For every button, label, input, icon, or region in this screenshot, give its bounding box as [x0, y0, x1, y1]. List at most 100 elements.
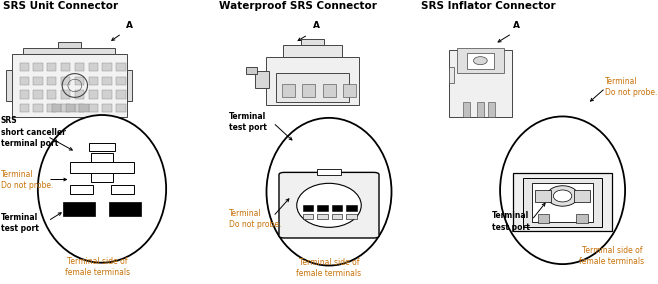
Bar — [111, 185, 134, 194]
Text: A: A — [126, 21, 134, 30]
Bar — [89, 143, 115, 151]
Bar — [346, 214, 357, 219]
Bar — [103, 77, 112, 85]
Bar — [47, 91, 57, 99]
Text: Terminal
Do not probe.: Terminal Do not probe. — [605, 77, 658, 97]
Bar — [346, 205, 357, 211]
Bar — [23, 48, 115, 54]
Text: Waterproof SRS Connector: Waterproof SRS Connector — [219, 1, 377, 11]
Bar — [75, 104, 84, 112]
Bar — [20, 77, 29, 85]
Bar — [126, 70, 132, 101]
Text: Terminal
Do not probe.: Terminal Do not probe. — [229, 209, 282, 229]
Bar — [116, 63, 126, 71]
Bar — [12, 54, 126, 117]
Text: Terminal
Do not probe.: Terminal Do not probe. — [1, 170, 53, 190]
Bar — [109, 202, 141, 216]
Bar — [303, 205, 313, 211]
Bar — [34, 63, 43, 71]
Bar — [574, 190, 590, 202]
Bar — [476, 102, 484, 117]
Bar — [283, 45, 342, 57]
Bar — [61, 77, 70, 85]
Text: SRS
short canceller
terminal port: SRS short canceller terminal port — [1, 116, 66, 148]
Text: A: A — [513, 21, 520, 30]
Bar — [332, 214, 342, 219]
Bar — [276, 73, 349, 102]
Bar — [317, 205, 328, 211]
Text: Terminal side of
female terminals: Terminal side of female terminals — [65, 257, 130, 277]
Bar — [20, 63, 29, 71]
Bar — [116, 77, 126, 85]
Bar — [89, 91, 98, 99]
Bar — [332, 205, 342, 211]
FancyBboxPatch shape — [279, 172, 379, 238]
Text: SRS Unit Connector: SRS Unit Connector — [3, 1, 118, 11]
Text: Terminal
test port: Terminal test port — [1, 213, 39, 233]
Bar — [89, 77, 98, 85]
Bar — [20, 91, 29, 99]
Bar — [75, 91, 84, 99]
Text: SRS Inflator Connector: SRS Inflator Connector — [421, 1, 556, 11]
Bar — [467, 53, 494, 69]
Bar — [317, 169, 341, 175]
Bar — [457, 48, 504, 73]
Bar — [34, 104, 43, 112]
Bar — [70, 162, 134, 173]
Bar — [449, 67, 454, 83]
Ellipse shape — [547, 186, 578, 206]
Ellipse shape — [553, 190, 572, 202]
Bar — [538, 214, 549, 223]
Bar — [20, 104, 29, 112]
Bar — [488, 102, 495, 117]
Bar — [34, 77, 43, 85]
Bar — [66, 104, 75, 112]
Bar — [89, 63, 98, 71]
Bar — [58, 42, 80, 48]
Bar — [6, 70, 12, 101]
Bar — [75, 77, 84, 85]
Bar — [303, 84, 315, 97]
Text: Terminal side of
female terminals: Terminal side of female terminals — [297, 258, 361, 278]
Bar — [89, 104, 98, 112]
Bar — [91, 153, 113, 182]
Bar — [343, 84, 356, 97]
Text: A: A — [313, 21, 320, 30]
Ellipse shape — [297, 183, 361, 227]
Text: Terminal
test port: Terminal test port — [492, 212, 530, 231]
Ellipse shape — [474, 57, 487, 65]
Bar — [61, 104, 70, 112]
Ellipse shape — [266, 118, 392, 266]
Bar — [303, 214, 313, 219]
Bar — [63, 202, 95, 216]
Bar — [103, 91, 112, 99]
Ellipse shape — [38, 115, 166, 263]
Bar — [317, 214, 328, 219]
Bar — [255, 71, 269, 88]
Ellipse shape — [500, 116, 625, 264]
Bar — [449, 50, 512, 117]
Bar — [47, 63, 57, 71]
Bar — [52, 104, 61, 112]
Bar — [246, 67, 257, 74]
Bar — [70, 185, 93, 194]
Bar — [103, 63, 112, 71]
Text: Terminal
test port: Terminal test port — [229, 112, 267, 132]
Bar — [116, 91, 126, 99]
Bar — [103, 104, 112, 112]
Bar — [34, 91, 43, 99]
Bar — [47, 104, 57, 112]
Bar — [47, 77, 57, 85]
Bar — [61, 91, 70, 99]
Bar — [523, 178, 602, 227]
Bar — [322, 84, 336, 97]
Bar — [535, 190, 551, 202]
Bar — [75, 63, 84, 71]
Bar — [513, 173, 612, 231]
Bar — [463, 102, 470, 117]
Bar — [576, 214, 588, 223]
Bar — [282, 84, 295, 97]
Bar — [301, 39, 324, 45]
Bar — [532, 183, 593, 222]
Bar — [80, 104, 89, 112]
